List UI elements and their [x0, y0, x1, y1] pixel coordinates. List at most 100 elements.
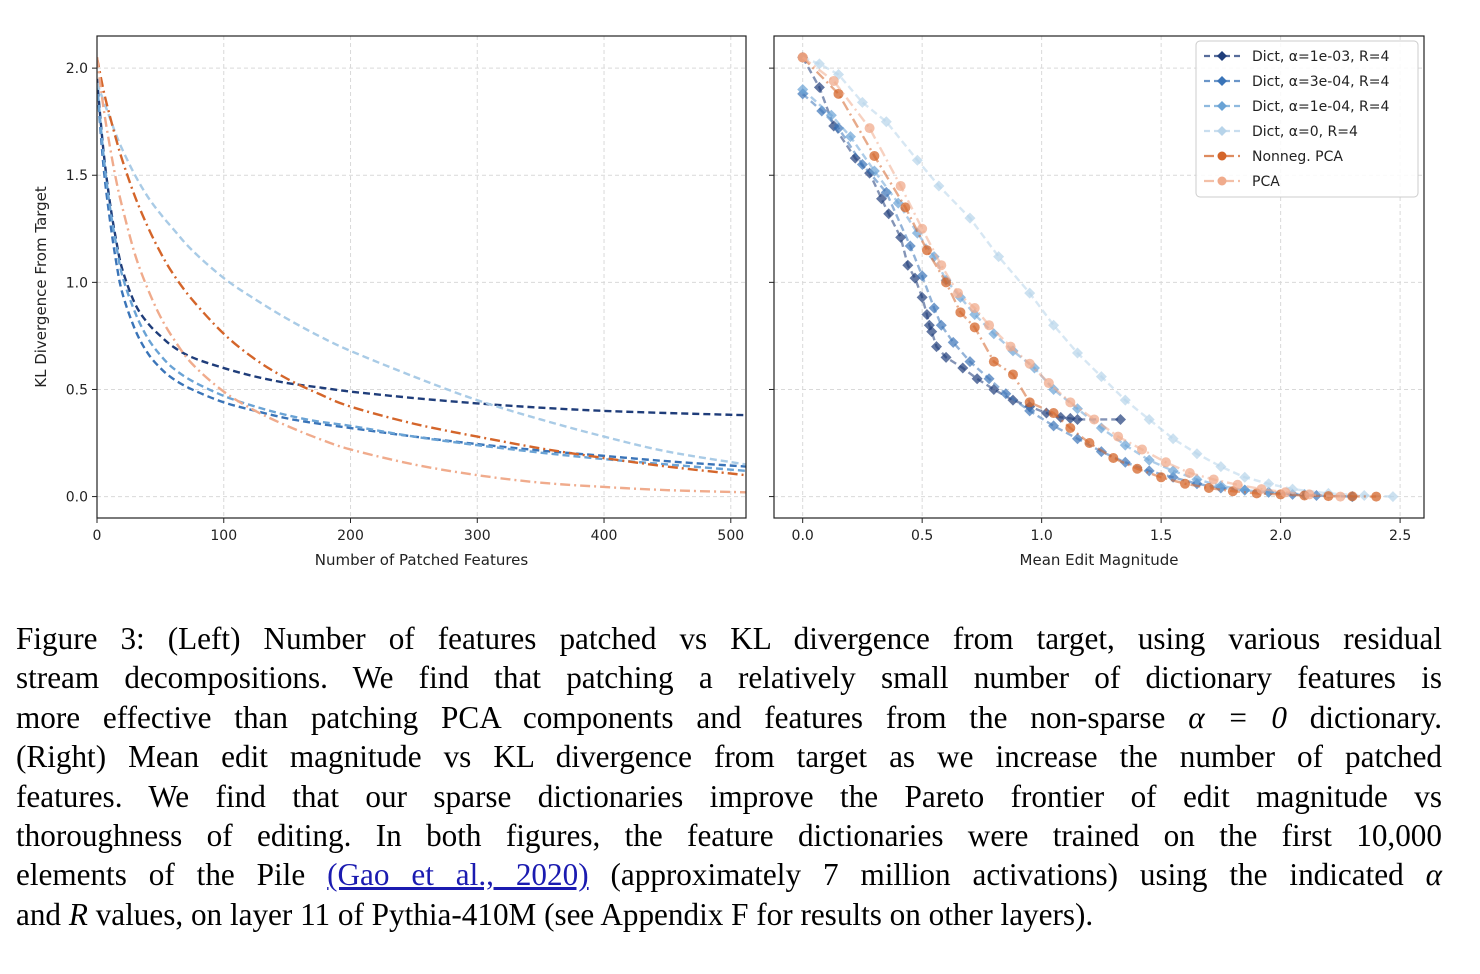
caption-line: stream decompositions. We find that patc…: [16, 660, 1442, 696]
data-point-dict-0-r-4: [1387, 491, 1399, 503]
data-point-dict-1e-03-r-4: [1064, 412, 1076, 424]
plot-frame: [773, 35, 1425, 519]
caption-text: and: [16, 896, 69, 932]
data-point-dict-3e-04-r-4: [856, 159, 868, 171]
data-point-pca: [984, 320, 995, 331]
data-point-pca: [1137, 444, 1148, 455]
data-point-dict-1e-04-r-4: [1143, 454, 1155, 466]
data-point-dict-1e-04-r-4: [1167, 465, 1179, 477]
data-point-dict-1e-03-r-4: [971, 373, 983, 385]
data-point-dict-1e-03-r-4: [813, 81, 825, 93]
data-point-dict-1e-04-r-4: [988, 328, 1000, 340]
series-group: [797, 51, 1399, 503]
data-point-nonneg-pca: [1132, 463, 1143, 474]
data-point-dict-1e-03-r-4: [940, 351, 952, 363]
data-point-dict-0-r-4: [1143, 413, 1155, 425]
data-point-dict-0-r-4: [813, 58, 825, 70]
data-point-dict-1e-03-r-4: [895, 231, 907, 243]
caption-text: values, on layer 11 of Pythia-410M (see …: [87, 896, 1094, 932]
legend-marker-circle: [1217, 151, 1227, 161]
data-point-dict-1e-03-r-4: [957, 362, 969, 374]
data-point-dict-1e-03-r-4: [849, 152, 861, 164]
data-point-pca: [969, 303, 980, 314]
legend-box: [1195, 40, 1419, 198]
caption-math-alpha: α: [1425, 857, 1443, 893]
data-point-dict-3e-04-r-4: [935, 319, 947, 331]
data-point-dict-1e-04-r-4: [1119, 439, 1131, 451]
data-point-nonneg-pca: [955, 307, 966, 318]
data-point-pca: [953, 288, 964, 299]
series-group: [97, 57, 746, 494]
data-point-dict-3e-04-r-4: [1024, 405, 1036, 417]
series-line-dict-0-r-4: [802, 56, 1393, 498]
data-point-dict-3e-04-r-4: [904, 240, 916, 252]
legend-marker-diamond: [1217, 101, 1227, 111]
data-point-dict-1e-04-r-4: [797, 84, 809, 96]
data-point-nonneg-pca: [969, 322, 980, 333]
data-point-dict-1e-03-r-4: [1040, 407, 1052, 419]
y-axis-label: KL Divergence From Target: [32, 186, 50, 388]
data-point-dict-0-r-4: [964, 212, 976, 224]
data-point-dict-3e-04-r-4: [928, 302, 940, 314]
data-point-dict-1e-04-r-4: [825, 109, 837, 121]
data-point-pca: [1304, 489, 1315, 500]
caption-math-r: R: [68, 896, 88, 932]
x-tick-label: 300: [464, 528, 491, 544]
data-point-dict-1e-03-r-4: [1071, 413, 1083, 425]
data-point-pca: [864, 123, 875, 134]
legend-marker-diamond: [1217, 51, 1227, 61]
data-point-pca: [1089, 414, 1100, 425]
x-axis-label: Mean Edit Magnitude: [1020, 551, 1179, 569]
data-point-dict-3e-04-r-4: [983, 373, 995, 385]
x-tick-label: 2.0: [1269, 528, 1291, 544]
legend-marker-diamond: [1217, 76, 1227, 86]
data-point-dict-0-r-4: [1095, 371, 1107, 383]
data-point-nonneg-pca: [1048, 408, 1059, 419]
data-point-pca: [1232, 479, 1243, 490]
plot-frame: [96, 35, 747, 519]
data-point-pca: [828, 75, 839, 86]
data-point-pca: [1024, 358, 1035, 369]
y-tick-label: 2.0: [66, 61, 88, 77]
y-tick-label: 1.0: [66, 275, 88, 291]
data-point-pca: [1208, 474, 1219, 485]
data-point-dict-1e-03-r-4: [931, 341, 942, 353]
data-point-dict-1e-03-r-4: [902, 259, 914, 271]
data-point-nonneg-pca: [988, 356, 999, 367]
legend-marker-diamond: [1217, 126, 1227, 136]
caption-line: Figure 3: (Left) Number of features patc…: [16, 621, 1442, 656]
data-point-nonneg-pca: [900, 202, 911, 213]
series-line-dict-3e-04-r-4: [97, 83, 746, 468]
x-tick-label: 0.0: [792, 528, 814, 544]
data-point-nonneg-pca: [1108, 453, 1119, 464]
data-point-dict-1e-04-r-4: [1191, 473, 1203, 485]
citation-link[interactable]: (Gao et al., 2020): [327, 857, 589, 893]
data-point-dict-1e-03-r-4: [883, 208, 895, 220]
data-point-nonneg-pca: [921, 245, 932, 256]
x-tick-label: 400: [591, 528, 618, 544]
caption-text: (approximately 7 million activations) us…: [588, 857, 1426, 893]
x-tick-label: 0: [93, 528, 102, 544]
caption-text: elements of the Pile: [16, 857, 328, 893]
data-point-dict-1e-04-r-4: [844, 131, 856, 143]
caption-text: dictionary.: [1286, 699, 1442, 735]
data-point-dict-0-r-4: [933, 180, 945, 192]
data-point-nonneg-pca: [1180, 478, 1191, 489]
legend-label-dict-3e-04-r-4: Dict, α=3e-04, R=4: [1252, 74, 1389, 90]
data-point-dict-1e-03-r-4: [926, 326, 938, 338]
data-point-pca: [1256, 484, 1267, 495]
caption-line: features. We find that our sparse dictio…: [16, 778, 1442, 814]
legend-label-pca: PCA: [1252, 174, 1280, 190]
data-point-dict-0-r-4: [1024, 287, 1036, 299]
legend-label-dict-0-r-4: Dict, α=0, R=4: [1252, 124, 1358, 140]
data-point-pca: [1065, 397, 1076, 408]
x-tick-label: 2.5: [1389, 528, 1411, 544]
data-point-dict-3e-04-r-4: [947, 336, 959, 348]
series-line-dict-0-r-4: [97, 82, 746, 466]
data-point-nonneg-pca: [833, 88, 844, 99]
caption-line: (Right) Mean edit magnitude vs KL diverg…: [16, 739, 1442, 775]
data-point-nonneg-pca: [1371, 491, 1382, 502]
right-chart: 0.0 0.5 1.0 1.5 2.0 2.5 Mean Edit Magnitude Dic…: [769, 35, 1425, 569]
caption-math-alpha-eq: α = 0: [1188, 699, 1287, 735]
legend-marker-circle: [1217, 176, 1227, 186]
